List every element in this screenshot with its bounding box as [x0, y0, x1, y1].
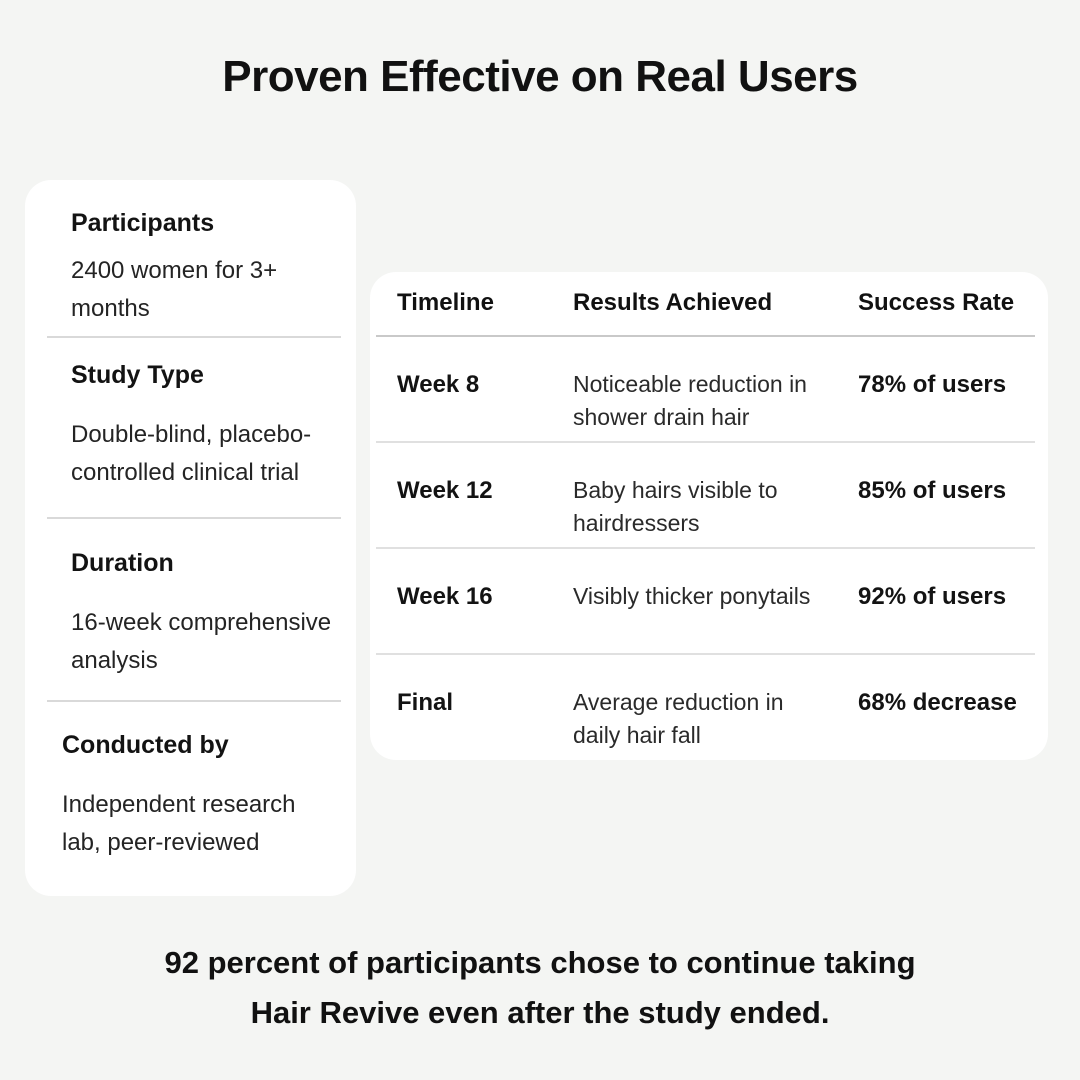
- results-table-card: Timeline Results Achieved Success Rate W…: [370, 272, 1048, 760]
- study-section-conducted-by: Conducted by Independent research lab, p…: [62, 728, 350, 862]
- divider: [47, 700, 341, 702]
- footer-statement: 92 percent of participants chose to cont…: [0, 938, 1080, 1038]
- page-title: Proven Effective on Real Users: [222, 52, 858, 101]
- timeline-cell: Final: [397, 689, 454, 716]
- success-rate-cell: 68% decrease: [858, 689, 1017, 716]
- column-header-timeline: Timeline: [397, 289, 494, 316]
- divider: [47, 517, 341, 519]
- study-section-duration: Duration 16-week comprehensive analysis: [71, 546, 344, 680]
- table-row-week-8: Week 8 Noticeable reduction in shower dr…: [376, 337, 1035, 443]
- table-row-week-16: Week 16 Visibly thicker ponytails 92% of…: [376, 549, 1035, 655]
- study-section-label: Participants: [71, 209, 215, 237]
- study-section-value: Independent research lab, peer-reviewed: [62, 791, 296, 856]
- table-row-week-12: Week 12 Baby hairs visible to hairdresse…: [376, 443, 1035, 549]
- success-rate-cell: 92% of users: [858, 583, 1007, 610]
- study-section-label: Study Type: [71, 361, 204, 389]
- result-cell: Visibly thicker ponytails: [573, 583, 811, 609]
- footer-line-2: Hair Revive even after the study ended.: [250, 995, 830, 1030]
- success-rate-cell: 85% of users: [858, 477, 1007, 504]
- study-section-value: Double-blind, placebo-controlled clinica…: [71, 421, 312, 486]
- result-cell: Baby hairs visible to hairdressers: [573, 477, 778, 536]
- column-header-results: Results Achieved: [573, 289, 773, 316]
- success-rate-cell: 78% of users: [858, 371, 1007, 398]
- result-cell: Average reduction in daily hair fall: [573, 689, 784, 748]
- table-row-final: Final Average reduction in daily hair fa…: [376, 655, 1035, 760]
- study-section-study-type: Study Type Double-blind, placebo-control…: [71, 358, 344, 492]
- study-section-label: Duration: [71, 549, 174, 577]
- divider: [47, 336, 341, 338]
- study-section-label: Conducted by: [62, 731, 229, 759]
- table-header-row: Timeline Results Achieved Success Rate: [376, 272, 1035, 337]
- timeline-cell: Week 12: [397, 477, 493, 504]
- study-details-card: Participants 2400 women for 3+ months St…: [25, 180, 356, 896]
- timeline-cell: Week 8: [397, 371, 480, 398]
- study-section-value: 16-week comprehensive analysis: [71, 609, 332, 674]
- timeline-cell: Week 16: [397, 583, 493, 610]
- result-cell: Noticeable reduction in shower drain hai…: [573, 371, 807, 430]
- study-section-participants: Participants 2400 women for 3+ months: [71, 206, 344, 328]
- footer-line-1: 92 percent of participants chose to cont…: [164, 945, 916, 980]
- study-section-value: 2400 women for 3+ months: [71, 257, 278, 322]
- column-header-success-rate: Success Rate: [858, 289, 1015, 316]
